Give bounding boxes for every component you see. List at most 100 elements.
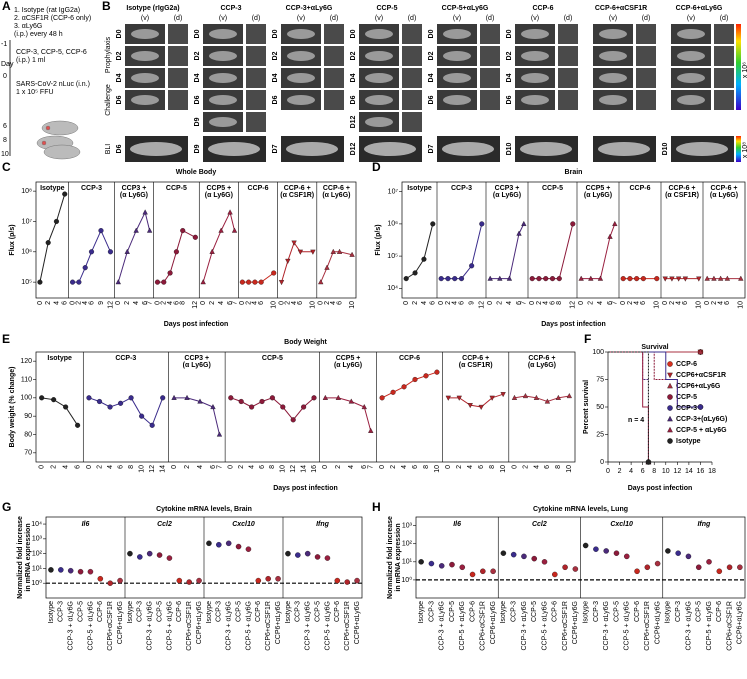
protocol-text: 3. αLy6G	[14, 23, 42, 30]
x-tick-label: 4	[533, 465, 540, 469]
data-point	[127, 550, 133, 557]
group-label: Isotype	[582, 601, 589, 624]
x-tick-label: 6	[549, 301, 556, 305]
y-tick-label: 10³	[402, 522, 413, 529]
row-label: D6	[350, 95, 357, 104]
data-point	[176, 577, 183, 584]
column-header: CCP-3+αLy6G	[286, 5, 333, 12]
mouse-silhouette	[287, 29, 315, 39]
data-point	[478, 404, 484, 410]
x-tick-label: 10	[566, 465, 573, 473]
data-point	[566, 393, 572, 399]
x-tick-label: 2	[711, 301, 718, 305]
data-point	[322, 394, 329, 400]
data-point	[662, 276, 668, 282]
data-point	[184, 394, 190, 400]
group-label: Isotype	[48, 601, 55, 624]
x-tick-label: 4	[167, 301, 174, 305]
subplot-title: (α Ly6G)	[120, 192, 148, 199]
protocol-text: 1 x 10⁵ FFU	[16, 89, 54, 96]
protocol-text: Day	[1, 61, 14, 68]
x-tick-label: 2	[497, 301, 504, 305]
subplot-title: Isotype	[407, 185, 432, 192]
color-scale	[736, 136, 741, 162]
data-point	[98, 228, 104, 234]
group-label: CCP-6	[97, 601, 104, 622]
legend-label: CCP-3+(αLy6G)	[676, 416, 727, 423]
data-point	[533, 394, 540, 400]
data-point	[521, 220, 527, 226]
data-point	[506, 275, 513, 281]
group-label: CCP6+αLy6G	[737, 601, 744, 644]
x-tick-label: 4	[133, 301, 140, 305]
legend-label: Isotype	[676, 438, 701, 445]
mouse-silhouette	[521, 73, 549, 83]
x-tick-label: 8	[489, 465, 496, 469]
row-label: D6	[116, 95, 123, 104]
data-point	[459, 564, 466, 571]
data-point	[452, 276, 458, 282]
legend-marker	[667, 361, 673, 367]
group-label: CCP6+αCSF1R	[644, 601, 651, 651]
x-tick-label: 10	[696, 301, 703, 309]
x-tick-label: 0	[438, 301, 445, 305]
group-label: CCP-6	[634, 601, 641, 622]
gene-name: Il6	[82, 521, 90, 528]
x-tick-label: 4	[452, 301, 459, 305]
legend-marker	[667, 382, 673, 389]
group-label: CCP-5	[449, 601, 456, 622]
mean-line	[39, 193, 66, 283]
mean-line	[320, 251, 353, 283]
x-tick-label: 0	[620, 301, 627, 305]
bli-image	[246, 112, 266, 132]
y-tick-label: 10⁴	[31, 521, 42, 528]
view-label: (d)	[252, 15, 261, 22]
x-tick-label: 2	[161, 301, 168, 305]
x-tick-label: 4	[717, 301, 724, 305]
x-tick-label: 7	[216, 465, 223, 469]
row-label: D7	[272, 144, 279, 153]
x-tick-label: 6	[117, 465, 124, 469]
panel-title: Cytokine mRNA levels, Lung	[533, 506, 628, 513]
subplot-title: CCP-6 +	[710, 185, 737, 192]
group-label: CCP-3 + αLy6G	[68, 601, 75, 651]
data-point	[278, 280, 285, 286]
x-tick-label: 10	[280, 465, 287, 473]
subplot-title: (α Ly6G)	[322, 192, 350, 199]
x-tick-label: 2	[669, 301, 676, 305]
data-point	[368, 427, 374, 433]
row-label: D0	[272, 29, 279, 38]
x-tick-label: 0	[200, 301, 207, 305]
row-label: D10	[662, 142, 669, 155]
subplot-title: (α Ly6G)	[205, 192, 233, 199]
mouse-silhouette	[209, 73, 237, 83]
subplot-title: CCP3 +	[495, 185, 520, 192]
data-point	[259, 398, 265, 405]
mouse-silhouette	[365, 95, 393, 105]
data-point	[173, 249, 179, 255]
subplot-title: (α Ly6G)	[493, 192, 521, 199]
mouse-silhouette	[209, 29, 237, 39]
group-label: CCP6+αLy6G	[196, 601, 203, 644]
view-label: (d)	[642, 15, 651, 22]
x-tick-label: 4	[629, 468, 633, 475]
mouse-silhouette	[598, 142, 650, 156]
bli-image	[636, 68, 656, 88]
survival-curve	[608, 351, 649, 462]
x-tick-label: 8	[269, 465, 276, 469]
bli-image	[402, 112, 422, 132]
x-tick-label: 0	[529, 301, 536, 305]
x-tick-label: 0	[278, 301, 285, 305]
view-label: (v)	[609, 15, 617, 22]
y-axis-label: Flux (p/s)	[9, 224, 16, 255]
y-axis-label: Normalized fold increase	[387, 516, 394, 599]
bli-image	[168, 46, 188, 66]
group-label: CCP-5	[613, 601, 620, 622]
data-point	[128, 395, 134, 401]
group-label: CCP-6	[552, 601, 559, 622]
data-point	[37, 279, 43, 285]
data-point	[216, 431, 223, 437]
mouse-silhouette	[209, 51, 237, 61]
group-label: CCP6+αCSF1R	[562, 601, 569, 651]
data-point	[479, 221, 485, 227]
